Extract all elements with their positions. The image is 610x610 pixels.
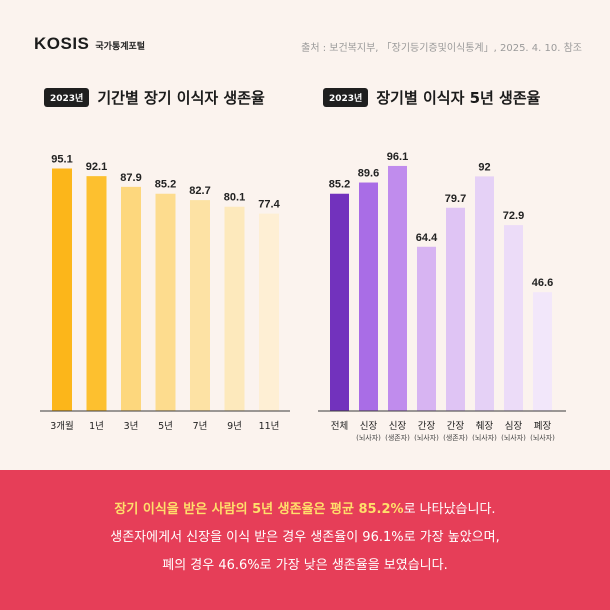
right-value-label-3: 64.4 (416, 232, 438, 244)
source-note: 출처 : 보건복지부, 「장기등기증및이식통계」, 2025. 4. 10. 참… (301, 43, 582, 54)
right-tick-sub-1: (뇌사자) (356, 433, 381, 442)
summary-line-2: 생존자에게서 신장을 이식 받은 경우 생존율이 96.1%로 가장 높았으며, (110, 530, 500, 545)
left-value-label-2: 87.9 (120, 172, 141, 184)
left-value-label-3: 85.2 (155, 179, 176, 191)
left-value-label-5: 80.1 (224, 192, 245, 204)
right-tick-7: 폐장 (534, 420, 552, 432)
right-bar-1 (359, 182, 378, 411)
left-bar-5 (224, 206, 245, 411)
left-tick-5: 9년 (227, 421, 242, 432)
right-bar-5 (475, 176, 494, 411)
logo-subtitle: 국가통계포털 (95, 42, 146, 52)
right-value-label-6: 72.9 (503, 210, 524, 222)
left-chart-title: 2023년 기간별 장기 이식자 생존율 (44, 87, 265, 108)
right-tick-6: 심장 (505, 421, 523, 432)
right-value-label-7: 46.6 (532, 277, 553, 289)
right-tick-4: 간장 (447, 421, 465, 432)
right-tick-sub-4: (생존자) (443, 433, 468, 442)
kosis-logo: KOSIS 국가통계포털 (34, 34, 145, 54)
right-bar-7 (533, 292, 552, 411)
right-tick-2: 신장 (389, 421, 407, 432)
left-tick-2: 3년 (124, 421, 139, 432)
right-value-label-2: 96.1 (387, 151, 408, 163)
survival-charts: 95.1 3개월 92.1 1년 87.9 3년 85.2 5년 82.7 7년 80.1 9년 77.… (40, 151, 566, 442)
left-tick-4: 7년 (193, 421, 208, 432)
right-value-label-5: 92 (478, 161, 490, 173)
summary-highlight: 장기 이식을 받은 사람의 5년 생존율은 평균 85.2% (114, 502, 404, 517)
left-bar-1 (86, 176, 107, 411)
summary-footer: 장기 이식을 받은 사람의 5년 생존율은 평균 85.2%로 나타났습니다. … (0, 470, 610, 610)
right-tick-sub-2: (생존자) (385, 433, 410, 442)
right-chart-title: 2023년 장기별 이식자 5년 생존율 (323, 87, 540, 108)
left-tick-0: 3개월 (50, 420, 74, 432)
right-title-text: 장기별 이식자 5년 생존율 (376, 89, 541, 107)
left-bar-0 (52, 168, 72, 411)
left-bar-6 (259, 213, 279, 411)
right-tick-1: 신장 (360, 421, 378, 432)
right-year-badge: 2023년 (323, 88, 369, 107)
right-tick-sub-3: (뇌사자) (414, 433, 439, 442)
right-tick-5: 췌장 (476, 421, 494, 432)
left-bar-2 (121, 186, 141, 411)
left-value-label-0: 95.1 (51, 153, 72, 165)
left-year-badge: 2023년 (44, 88, 90, 107)
left-tick-6: 11년 (259, 421, 280, 432)
left-tick-1: 1년 (89, 421, 104, 432)
right-bar-4 (446, 207, 465, 411)
left-value-label-1: 92.1 (86, 161, 107, 173)
left-title-text: 기간별 장기 이식자 생존율 (97, 89, 265, 107)
left-value-label-4: 82.7 (189, 185, 210, 197)
logo-mark: KOSIS (34, 34, 90, 53)
right-tick-0: 전체 (331, 421, 348, 432)
right-bar-2 (388, 165, 407, 411)
right-bar-0 (330, 193, 349, 411)
summary-line-1: 장기 이식을 받은 사람의 5년 생존율은 평균 85.2%로 나타났습니다. (0, 498, 610, 517)
left-bar-4 (190, 200, 210, 411)
right-bar-6 (504, 225, 523, 411)
right-tick-sub-5: (뇌사자) (472, 433, 497, 442)
right-tick-sub-6: (뇌사자) (501, 433, 526, 442)
right-tick-3: 간장 (418, 421, 436, 432)
summary-line-1-rest: 로 나타났습니다. (403, 502, 496, 517)
left-bar-3 (155, 193, 176, 411)
left-value-label-6: 77.4 (258, 199, 280, 211)
right-bar-3 (417, 246, 436, 411)
summary-line-3: 폐의 경우 46.6%로 가장 낮은 생존율을 보였습니다. (162, 558, 448, 573)
left-tick-3: 5년 (158, 421, 173, 432)
right-tick-sub-7: (뇌사자) (530, 433, 555, 442)
right-value-label-0: 85.2 (329, 179, 350, 191)
right-value-label-1: 89.6 (358, 168, 379, 180)
right-value-label-4: 79.7 (445, 193, 466, 205)
